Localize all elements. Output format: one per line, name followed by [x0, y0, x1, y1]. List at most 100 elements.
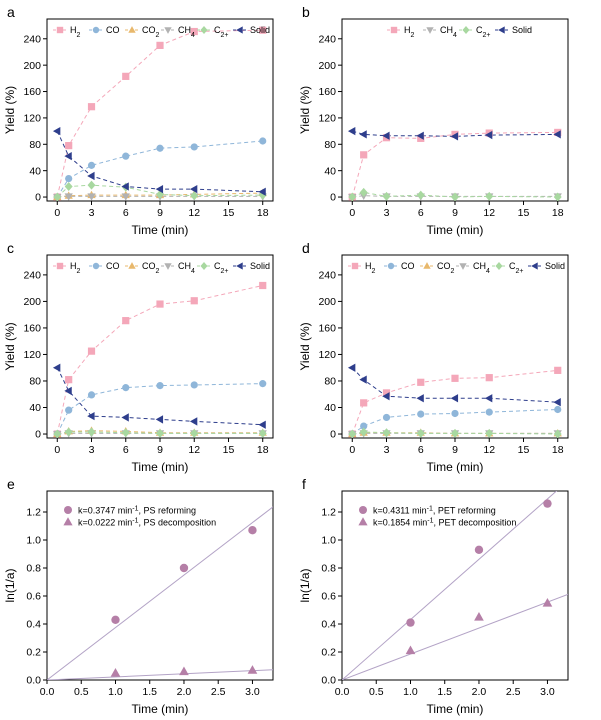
data-point-decomposition-f: [474, 611, 484, 621]
legend-label-sup: -1: [427, 517, 433, 524]
data-point-co-d: [451, 409, 459, 418]
data-point-co-d: [485, 408, 493, 416]
data-point-solid-b: [484, 130, 493, 140]
x-tick-label-c: 9: [157, 444, 163, 456]
data-point-reforming-e: [248, 526, 257, 535]
data-point-c2-c: [190, 428, 199, 438]
x-tick-label-a: 3: [89, 207, 95, 219]
legend-label-co-c: CO: [106, 261, 120, 271]
data-point-solid-a: [121, 182, 129, 191]
data-point-co-c: [65, 406, 73, 414]
x-axis-title-c: Time (min): [132, 460, 189, 474]
data-point-solid-c: [52, 363, 61, 372]
legend-marker-ch4-c: [164, 263, 172, 270]
legend-label-sub: 4: [191, 32, 195, 39]
legend-marker-decomposition-e: [63, 517, 73, 526]
data-point-c2-d: [348, 429, 357, 438]
data-point-c2-a: [53, 192, 62, 201]
legend-label-base: CH: [473, 261, 486, 271]
x-tick-label-e: 0.0: [40, 686, 55, 698]
fit-line-decomposition-e: [47, 669, 273, 680]
legend-marker-solid-a: [236, 26, 243, 34]
data-point-h2-c: [190, 297, 198, 305]
data-point-c2-a: [87, 180, 96, 190]
data-point-solid-d: [347, 363, 356, 372]
data-point-decomposition-e: [247, 665, 258, 674]
legend-label-sub: 4: [191, 268, 195, 275]
chart-panel-b: 0 3 6 9 12 15 18 0 40 80 120 160 200 240 Time (min) Yie…: [298, 4, 569, 237]
data-point-ch4-a: [64, 193, 73, 201]
y-tick-label-f: 1.0: [321, 535, 336, 547]
data-point-solid-b: [359, 130, 367, 139]
data-point-h2-b: [360, 151, 368, 159]
legend-label-base: CO: [106, 25, 120, 35]
y-tick-label-d: 160: [318, 323, 336, 335]
x-tick-label-e: 1.0: [108, 686, 123, 698]
legend-label-ch4-d: CH4: [473, 261, 490, 275]
legend-label-main: k=0.4311 min: [373, 505, 427, 515]
data-point-co-d: [382, 413, 391, 422]
y-tick-label-f: 0.6: [321, 591, 336, 603]
legend-marker-reforming-e: [64, 506, 72, 514]
legend-marker-h2-b: [390, 26, 398, 34]
data-point-c2-c: [258, 428, 267, 438]
legend-marker-h2-d: [351, 262, 359, 270]
legend-label-c2-b: C2+: [476, 25, 490, 39]
legend-label-tail: , PS decomposition: [139, 517, 217, 527]
chart-panel-e: 0.0 0.5 1.0 1.5 2.0 2.5 3.0 0.0 0.2 0.4 0.6 0.8 1.0 1…: [3, 476, 274, 716]
legend-marker-ch4-b: [426, 27, 434, 34]
legend-label-sub: 2: [372, 268, 376, 275]
data-point-solid-a: [87, 171, 95, 181]
data-point-co-d: [554, 405, 562, 414]
data-point-co-c: [87, 391, 96, 399]
x-tick-label-e: 3.0: [245, 686, 260, 698]
x-tick-label-d: 3: [384, 444, 390, 456]
legend-marker-ch4-a: [164, 27, 172, 34]
data-point-h2-a: [190, 27, 198, 36]
legend-label-base: CO: [437, 261, 451, 271]
data-point-solid-c: [189, 417, 198, 426]
legend-label-sub: 2+: [221, 268, 229, 275]
legend-label-main: k=0.3747 min: [78, 505, 132, 515]
data-point-h2-d: [360, 399, 368, 407]
legend-label-c2-c: C2+: [214, 261, 228, 275]
y-tick-label-b: 80: [324, 139, 336, 151]
data-point-h2-c: [156, 300, 164, 308]
x-tick-label-f: 1.5: [437, 686, 452, 698]
legend-label-sub: 2: [451, 268, 455, 275]
legend-label-co2-d: CO2: [437, 261, 455, 275]
y-tick-label-a: 80: [29, 139, 41, 151]
legend-label-base: C: [214, 261, 221, 271]
legend-label-base: H: [70, 261, 77, 271]
data-point-c2-b: [359, 187, 368, 197]
data-point-solid-b: [416, 131, 424, 140]
legend-label-h2-a: H2: [70, 25, 81, 39]
legend-marker-reforming-f: [359, 506, 367, 514]
legend-label-solid-a: Solid: [250, 25, 270, 35]
data-point-solid-d: [416, 394, 424, 403]
legend-label-tail: , PET reforming: [433, 505, 496, 515]
x-tick-label-f: 2.0: [472, 686, 487, 698]
data-point-c2-b: [382, 191, 391, 201]
series-line-h2-b: [351, 131, 558, 198]
x-axis-title-a: Time (min): [132, 223, 189, 237]
data-point-co-a: [65, 174, 73, 183]
data-point-h2-d: [417, 378, 425, 386]
legend-label-ch4-b: CH4: [440, 25, 457, 39]
data-point-co-a: [122, 152, 130, 160]
legend-label-reforming-f: k=0.4311 min-1, PET reforming: [373, 505, 496, 516]
chart-panel-a: 0 3 6 9 12 15 18 0 40 80 120 160 200 240 Time (min) Yie…: [3, 4, 274, 237]
data-point-c2-c: [121, 428, 130, 438]
y-tick-label-b: 40: [324, 165, 336, 177]
y-tick-label-e: 0.6: [26, 591, 41, 603]
x-tick-label-e: 2.5: [211, 686, 226, 698]
legend-d: H2 CO CO2 CH4 C2+ Solid: [348, 261, 565, 275]
y-tick-label-b: 0: [330, 192, 336, 204]
legend-marker-co-c: [92, 262, 100, 270]
data-point-c2-b: [348, 192, 357, 201]
x-tick-label-a: 0: [54, 207, 60, 219]
legend-label-base: CH: [178, 261, 191, 271]
legend-marker-co-a: [92, 26, 100, 34]
legend-label-decomposition-e: k=0.0222 min-1, PS decomposition: [78, 517, 216, 528]
